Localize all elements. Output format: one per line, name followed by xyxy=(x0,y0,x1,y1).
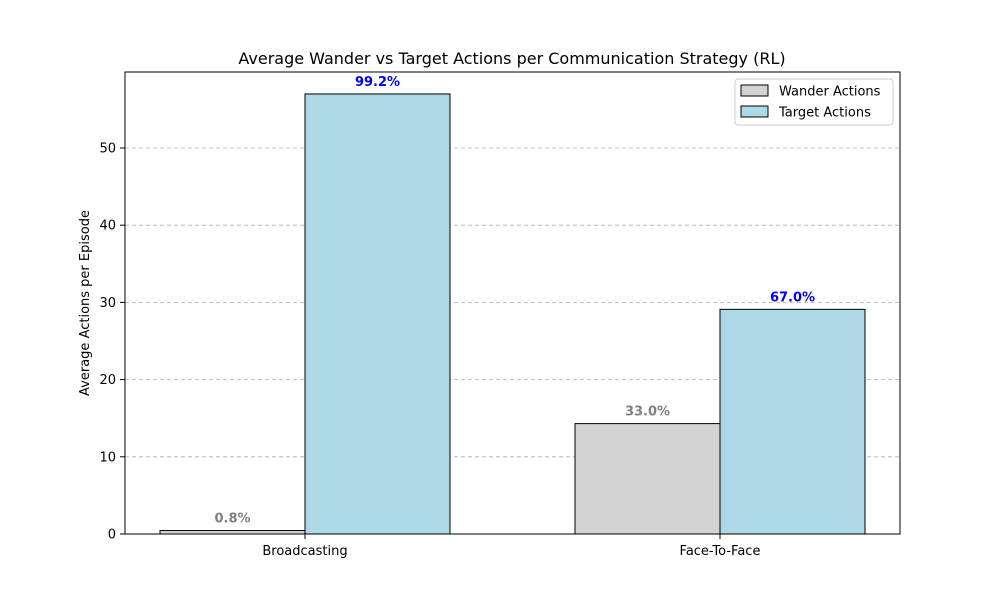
bar xyxy=(574,423,721,535)
bar-value-label: 67.0% xyxy=(770,290,815,305)
x-tick-label: Face-To-Face xyxy=(680,544,761,559)
y-tick-label: 20 xyxy=(99,373,116,388)
bar xyxy=(719,308,866,535)
bar-value-label: 0.8% xyxy=(214,512,250,527)
y-axis-label: Average Actions per Episode xyxy=(78,210,93,396)
bar-value-label: 99.2% xyxy=(355,75,400,90)
y-tick-label: 50 xyxy=(99,142,116,157)
y-tick-label: 30 xyxy=(99,296,116,311)
x-axis: Broadcasting Face-To-Face xyxy=(262,534,760,559)
legend-swatch xyxy=(740,84,769,97)
y-axis: 0 10 20 30 40 50 xyxy=(99,142,125,543)
bars xyxy=(159,93,866,535)
bar-labels: 0.8% 99.2% 33.0% 67.0% xyxy=(214,75,815,527)
legend-box xyxy=(734,78,894,126)
bar-value-label: 33.0% xyxy=(625,405,670,420)
bar xyxy=(304,93,451,535)
y-tick-label: 40 xyxy=(99,219,116,234)
bar xyxy=(159,530,306,535)
plot-frame xyxy=(124,71,901,535)
chart-title: Average Wander vs Target Actions per Com… xyxy=(238,49,785,68)
legend-label: Wander Actions xyxy=(779,85,881,100)
legend: Wander Actions Target Actions xyxy=(734,78,894,126)
x-tick-label: Broadcasting xyxy=(262,544,347,559)
y-tick-label: 0 xyxy=(108,528,116,543)
y-tick-label: 10 xyxy=(99,450,116,465)
legend-label: Target Actions xyxy=(778,106,871,121)
legend-swatch xyxy=(740,105,769,118)
